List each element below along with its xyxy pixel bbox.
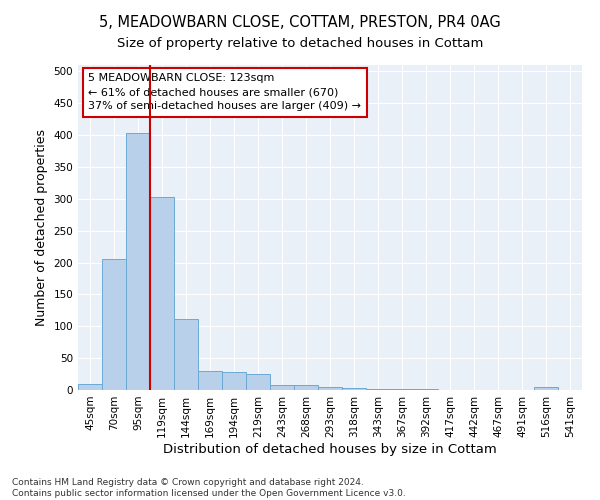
Text: Contains HM Land Registry data © Crown copyright and database right 2024.
Contai: Contains HM Land Registry data © Crown c… [12, 478, 406, 498]
Y-axis label: Number of detached properties: Number of detached properties [35, 129, 48, 326]
Bar [246, 374, 270, 390]
Bar [150, 197, 174, 390]
Text: 5, MEADOWBARN CLOSE, COTTAM, PRESTON, PR4 0AG: 5, MEADOWBARN CLOSE, COTTAM, PRESTON, PR… [99, 15, 501, 30]
Bar [390, 388, 414, 390]
X-axis label: Distribution of detached houses by size in Cottam: Distribution of detached houses by size … [163, 442, 497, 456]
Bar [78, 384, 102, 390]
Bar [126, 133, 150, 390]
Bar [198, 371, 222, 390]
Bar [534, 387, 558, 390]
Bar [294, 385, 318, 390]
Text: 5 MEADOWBARN CLOSE: 123sqm
← 61% of detached houses are smaller (670)
37% of sem: 5 MEADOWBARN CLOSE: 123sqm ← 61% of deta… [88, 73, 361, 111]
Bar [174, 318, 198, 390]
Bar [318, 387, 342, 390]
Bar [222, 372, 246, 390]
Bar [342, 388, 366, 390]
Bar [366, 388, 390, 390]
Text: Size of property relative to detached houses in Cottam: Size of property relative to detached ho… [117, 38, 483, 51]
Bar [270, 385, 294, 390]
Bar [102, 260, 126, 390]
Bar [414, 388, 438, 390]
